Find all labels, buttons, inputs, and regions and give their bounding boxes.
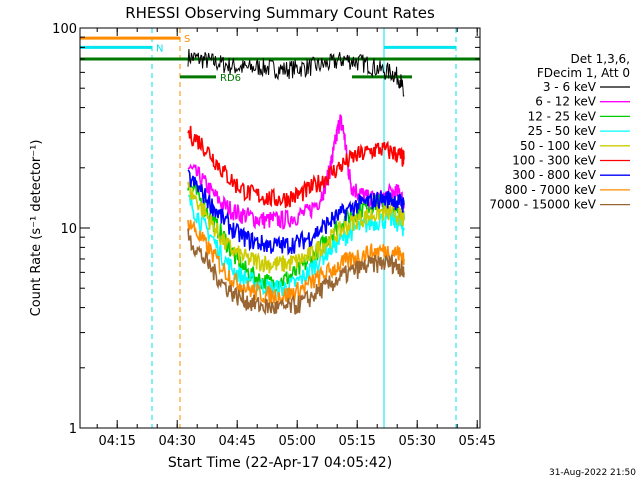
legend-label-4: 50 - 100 keV <box>520 139 597 153</box>
series-line-7 <box>187 219 405 306</box>
flag-label-1: N <box>156 43 163 54</box>
series-line-3 <box>187 194 405 298</box>
legend-label-8: 7000 - 15000 keV <box>489 198 596 212</box>
series-line-8 <box>187 228 405 316</box>
x-tick-label-5: 05:30 <box>398 434 435 449</box>
legend-label-1: 6 - 12 keV <box>535 95 597 109</box>
x-tick-label-4: 05:15 <box>338 434 375 449</box>
y-tick-label-2: 100 <box>52 22 77 37</box>
legend-label-7: 800 - 7000 keV <box>505 183 597 197</box>
x-tick-label-3: 05:00 <box>278 434 315 449</box>
x-tick-label-0: 04:15 <box>98 434 135 449</box>
y-tick-label-0: 1 <box>69 422 77 437</box>
series-line-6 <box>187 169 405 256</box>
legend-label-3: 25 - 50 keV <box>528 124 597 138</box>
legend-label-5: 100 - 300 keV <box>512 154 596 168</box>
x-tick-label-6: 05:45 <box>458 434 495 449</box>
series-line-5 <box>187 125 405 209</box>
legend-header-1: FDecim 1, Att 0 <box>537 66 630 80</box>
legend-header-0: Det 1,3,6, <box>571 52 631 66</box>
footer-timestamp: 31-Aug-2022 21:50 <box>549 468 636 478</box>
legend-label-6: 300 - 800 keV <box>512 168 596 182</box>
flag-label-4: RD6 <box>220 73 241 84</box>
y-tick-label-1: 10 <box>60 222 77 237</box>
series-line-0 <box>187 48 405 97</box>
y-axis-label: Count Rate (s⁻¹ detector⁻¹) <box>29 140 44 317</box>
flag-label-0: S <box>184 34 190 45</box>
x-tick-label-1: 04:30 <box>158 434 195 449</box>
plot-frame <box>79 27 481 429</box>
legend-label-2: 12 - 25 keV <box>528 109 597 123</box>
chart-title: RHESSI Observing Summary Count Rates <box>125 4 435 22</box>
x-tick-label-2: 04:45 <box>218 434 255 449</box>
series-line-1 <box>187 114 405 230</box>
legend-label-0: 3 - 6 keV <box>543 80 597 94</box>
x-axis-label: Start Time (22-Apr-17 04:05:42) <box>168 455 392 471</box>
